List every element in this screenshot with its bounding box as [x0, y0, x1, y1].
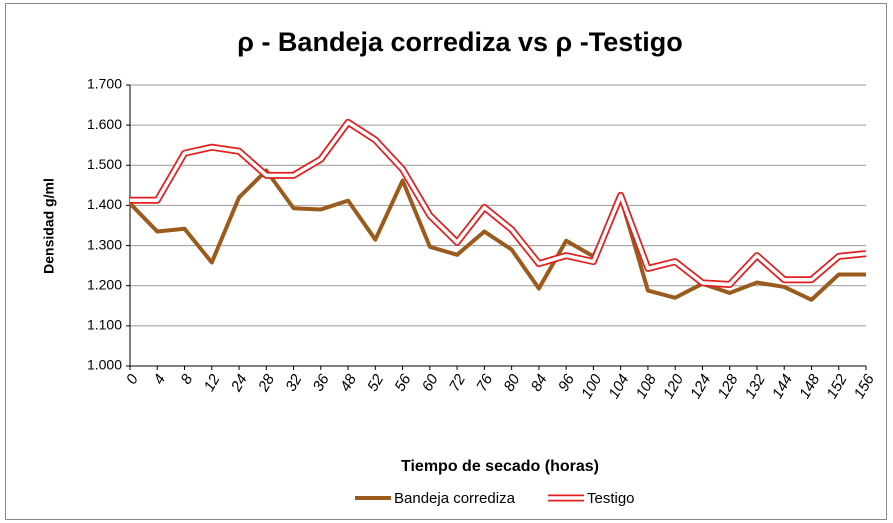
- series-line: [128, 168, 866, 302]
- legend-label: Bandeja corrediza: [394, 490, 516, 507]
- x-tick-label: 24: [227, 371, 251, 395]
- x-tick-label: 72: [446, 371, 469, 395]
- x-tick-label: 56: [391, 371, 414, 395]
- x-tick-label: 48: [337, 371, 360, 395]
- chart-frame: [5, 3, 887, 520]
- y-tick-label: 1.600: [87, 116, 122, 132]
- x-tick-label: 84: [528, 371, 551, 394]
- x-tick-label: 76: [473, 371, 496, 395]
- x-tick-label: 36: [310, 371, 333, 395]
- chart-title: ρ - Bandeja corrediza vs ρ -Testigo: [237, 27, 683, 57]
- y-axis-title: Densidad g/ml: [41, 178, 57, 274]
- series-line-inner: [130, 120, 867, 287]
- x-tick-label: 80: [500, 371, 523, 395]
- x-tick-label: 52: [364, 371, 387, 395]
- y-tick-label: 1.300: [87, 236, 122, 252]
- y-tick-label: 1.200: [87, 276, 122, 292]
- x-tick-label: 60: [419, 371, 442, 395]
- y-tick-label: 1.400: [87, 196, 122, 212]
- y-tick-label: 1.500: [87, 156, 122, 172]
- x-axis-title: Tiempo de secado (horas): [401, 458, 599, 475]
- y-tick-label: 1.100: [87, 317, 122, 333]
- y-tick-label: 1.700: [87, 76, 122, 92]
- x-tick-label: 96: [555, 371, 578, 395]
- x-tick-label: 28: [255, 371, 279, 395]
- x-tick-label: 32: [282, 371, 305, 395]
- x-tick-label: 12: [201, 371, 224, 395]
- legend-label: Testigo: [587, 490, 635, 507]
- y-tick-label: 1.000: [87, 357, 122, 373]
